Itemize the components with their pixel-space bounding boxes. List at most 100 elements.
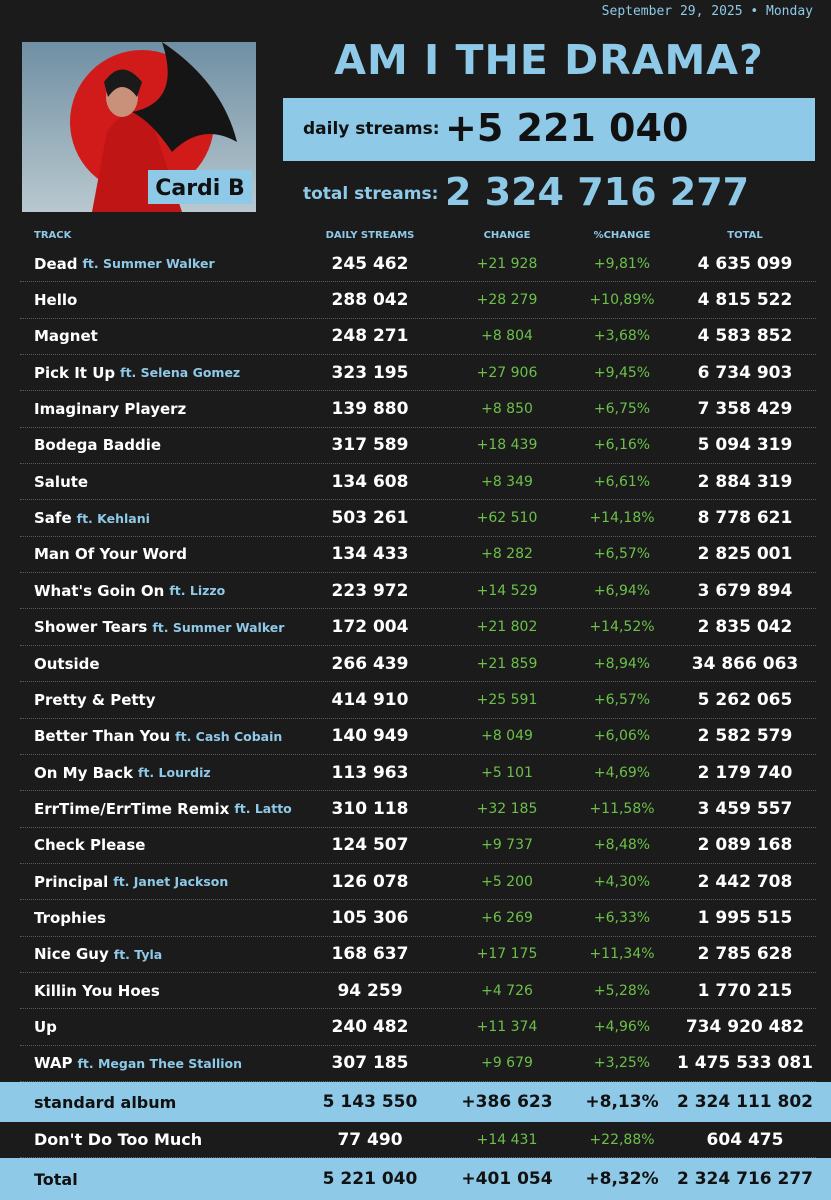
track-name: Imaginary Playerz (34, 391, 186, 426)
daily-cell: 240 482 (331, 1017, 409, 1038)
change-cell: +8 349 (481, 473, 533, 490)
track-title: What's Goin On (34, 581, 165, 600)
total-cell: 2 785 628 (697, 944, 793, 965)
featuring: ft. Janet Jackson (113, 874, 229, 890)
change-cell: +21 802 (476, 619, 538, 636)
table-row: Pretty & Petty 414 910 +25 591 +6,57% 5 262 … (20, 682, 816, 719)
total-cell: 3 679 894 (697, 580, 793, 601)
change-cell: +62 510 (476, 510, 538, 527)
daily-box: daily streams: +5 221 040 (283, 98, 815, 161)
total-cell: 1 770 215 (697, 980, 793, 1001)
table-row: Magnet 248 271 +8 804 +3,68% 4 583 852 (20, 319, 816, 356)
track-title: Imaginary Playerz (34, 400, 187, 419)
total-cell: 2 324 111 802 (676, 1092, 814, 1113)
daily-cell: 317 589 (331, 435, 409, 456)
change-cell: +9 679 (481, 1055, 533, 1072)
change-cell: +9 737 (481, 837, 533, 854)
featuring: ft. Summer Walker (82, 256, 215, 272)
daily-cell: 288 042 (331, 290, 409, 311)
table-row: Killin You Hoes 94 259 +4 726 +5,28% 1 770 2… (20, 973, 816, 1010)
pct-cell: +14,52% (589, 619, 655, 636)
total-cell: 2 884 319 (697, 471, 793, 492)
change-cell: +14 431 (476, 1131, 538, 1148)
daily-cell: 503 261 (331, 508, 409, 529)
change-cell: +32 185 (476, 800, 538, 817)
table-row: Trophies 105 306 +6 269 +6,33% 1 995 515 (20, 900, 816, 937)
total-cell: 734 920 482 (685, 1017, 805, 1038)
column-header: %CHANGE (593, 230, 651, 241)
featuring: ft. Summer Walker (152, 619, 285, 635)
total-cell: 7 358 429 (697, 399, 793, 420)
pct-cell: +3,25% (593, 1055, 651, 1072)
change-cell: +21 859 (476, 655, 538, 672)
daily-cell: 266 439 (331, 653, 409, 674)
total-cell: 8 778 621 (697, 508, 793, 529)
pct-cell: +11,34% (589, 946, 655, 963)
pct-cell: +9,45% (593, 364, 651, 381)
pct-cell: +8,32% (585, 1169, 659, 1190)
pct-cell: +6,33% (593, 909, 651, 926)
track-name: On My Back ft. Lourdiz (34, 755, 211, 790)
track-title: Pretty & Petty (34, 690, 156, 709)
track-name: Safe ft. Kehlani (34, 500, 150, 535)
total-cell: 2 442 708 (697, 871, 793, 892)
daily-cell: 5 221 040 (322, 1169, 418, 1190)
featuring: ft. Selena Gomez (120, 365, 241, 381)
daily-cell: 134 608 (331, 471, 409, 492)
daily-cell: 223 972 (331, 580, 409, 601)
total-cell: 3 459 557 (697, 798, 793, 819)
total-cell: 5 094 319 (697, 435, 793, 456)
track-title: Up (34, 1018, 57, 1037)
pct-cell: +8,48% (593, 837, 651, 854)
daily-cell: 414 910 (331, 689, 409, 710)
pct-cell: +6,57% (593, 546, 651, 563)
change-cell: +5 200 (481, 873, 533, 890)
pct-cell: +4,96% (593, 1019, 651, 1036)
track-title: Shower Tears (34, 618, 148, 637)
table-row: On My Back ft. Lourdiz 113 963 +5 101 +4,69%… (20, 755, 816, 792)
daily-cell: 5 143 550 (322, 1092, 418, 1113)
album-cover: Cardi B (22, 42, 256, 212)
change-cell: +4 726 (481, 982, 533, 999)
track-title: Better Than You (34, 727, 171, 746)
track-title: ErrTime/ErrTime Remix (34, 799, 230, 818)
total-cell: 2 179 740 (697, 762, 793, 783)
track-title: Don't Do Too Much (34, 1130, 203, 1150)
total-cell: 4 815 522 (697, 290, 793, 311)
total-label: total streams: (303, 184, 439, 204)
pct-cell: +8,13% (585, 1092, 659, 1113)
track-name: Trophies (34, 900, 106, 935)
total-cell: 2 825 001 (697, 544, 793, 565)
daily-cell: 307 185 (331, 1053, 409, 1074)
change-cell: +401 054 (461, 1169, 553, 1190)
daily-cell: 134 433 (331, 544, 409, 565)
track-name: Up (34, 1009, 57, 1044)
track-name: Bodega Baddie (34, 428, 161, 463)
daily-cell: 124 507 (331, 835, 409, 856)
table-row: Bodega Baddie 317 589 +18 439 +6,16% 5 094 3… (20, 428, 816, 465)
track-title: Trophies (34, 908, 106, 927)
change-cell: +8 282 (481, 546, 533, 563)
table-row: Imaginary Playerz 139 880 +8 850 +6,75% 7 35… (20, 391, 816, 428)
daily-cell: 126 078 (331, 871, 409, 892)
track-title: Outside (34, 654, 100, 673)
track-name: standard album (34, 1082, 176, 1122)
track-title: Principal (34, 872, 109, 891)
pct-cell: +6,57% (593, 691, 651, 708)
total-value: 2 324 716 277 (445, 170, 750, 214)
table-row: standard album 5 143 550 +386 623 +8,13% 2 3… (0, 1082, 831, 1123)
table-row: Pick It Up ft. Selena Gomez 323 195 +27 906… (20, 355, 816, 392)
change-cell: +17 175 (476, 946, 538, 963)
table-row: Man Of Your Word 134 433 +8 282 +6,57% 2 825… (20, 537, 816, 574)
change-cell: +21 928 (476, 255, 538, 272)
pct-cell: +11,58% (589, 800, 655, 817)
track-name: Check Please (34, 828, 145, 863)
change-cell: +11 374 (476, 1019, 538, 1036)
track-title: Nice Guy (34, 945, 109, 964)
total-cell: 2 582 579 (697, 726, 793, 747)
track-name: Pick It Up ft. Selena Gomez (34, 355, 240, 390)
table-row: Safe ft. Kehlani 503 261 +62 510 +14,18% 8 77… (20, 500, 816, 537)
pct-cell: +4,30% (593, 873, 651, 890)
total-cell: 2 089 168 (697, 835, 793, 856)
